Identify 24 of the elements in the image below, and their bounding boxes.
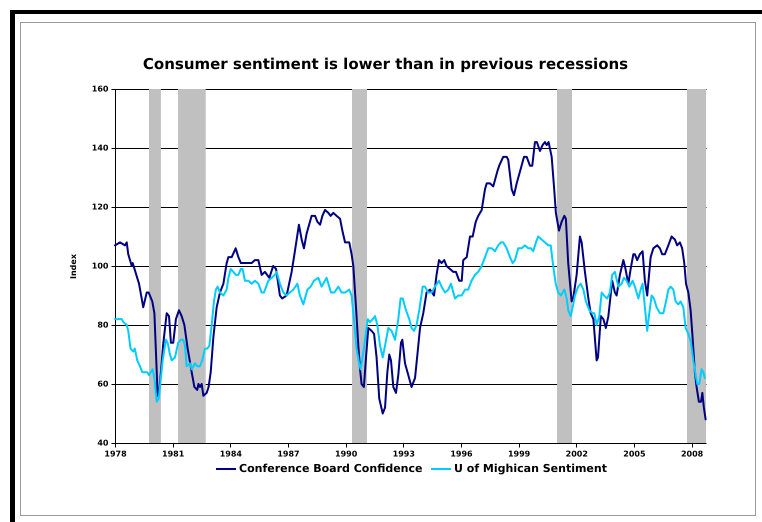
x-tick-label: 1990 (335, 450, 358, 458)
legend-label: U of Mighican Sentiment (454, 462, 607, 475)
y-axis-title: Index (68, 253, 78, 279)
x-tick-label: 1987 (277, 450, 300, 458)
line-series (114, 236, 706, 403)
x-tick-label: 2002 (566, 450, 588, 458)
x-tick-label: 1981 (162, 450, 185, 458)
y-tick-label: 100 (92, 262, 109, 270)
x-tick-label: 2008 (680, 450, 704, 458)
x-tick-label: 1993 (392, 450, 415, 458)
y-tick-label: 80 (97, 320, 109, 330)
line-series (114, 141, 707, 420)
x-tick-label: 2005 (623, 450, 646, 458)
y-tick-label: 140 (92, 144, 109, 152)
y-tick-label: 40 (97, 438, 109, 448)
x-tick-label: 1999 (508, 450, 531, 458)
chart-title: Consumer sentiment is lower than in previous recessions (142, 55, 628, 73)
x-tick-label: 1996 (450, 450, 474, 458)
y-tick-label: 160 (92, 84, 109, 94)
x-tick-label: 1978 (104, 450, 128, 458)
y-tick-label: 60 (97, 380, 109, 388)
legend-label: Conference Board Confidence (239, 462, 422, 475)
x-tick-label: 1984 (220, 450, 242, 458)
y-tick-label: 120 (92, 202, 109, 212)
